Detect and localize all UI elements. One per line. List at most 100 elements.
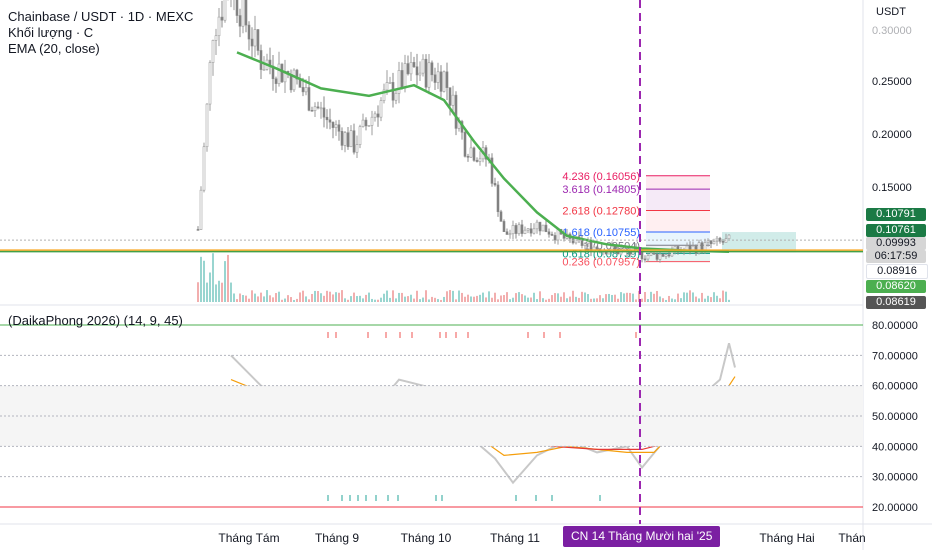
volume-bar <box>473 296 475 302</box>
volume-bar <box>332 294 334 302</box>
candle-body <box>517 224 521 234</box>
candle-body <box>454 94 458 129</box>
candle-body <box>247 24 251 40</box>
candle-body <box>223 0 227 21</box>
volume-bar <box>269 295 271 302</box>
candle-body <box>697 242 701 254</box>
volume-bar <box>245 295 247 302</box>
volume-bar <box>221 282 223 302</box>
volume-bar <box>680 298 682 302</box>
candle-body <box>490 157 494 184</box>
volume-bar <box>503 295 505 302</box>
ema-legend[interactable]: EMA (20, close) <box>8 41 100 56</box>
volume-bar <box>725 291 727 302</box>
volume-bar <box>227 254 229 302</box>
candle-body <box>307 87 311 111</box>
volume-bar <box>701 292 703 302</box>
candle-body <box>664 254 668 257</box>
volume-bar <box>581 291 583 302</box>
candle-body <box>238 15 242 27</box>
volume-bar <box>590 298 592 302</box>
candle-body <box>349 130 353 148</box>
candle-body <box>316 106 320 109</box>
volume-bar <box>326 290 328 302</box>
volume-bar <box>686 292 688 302</box>
volume-bar <box>599 295 601 302</box>
volume-bar <box>584 292 586 302</box>
volume-bar <box>311 293 313 302</box>
volume-bar <box>407 296 409 302</box>
candle-body <box>304 87 308 93</box>
price-pane-background <box>0 0 863 304</box>
candle-body <box>415 66 419 76</box>
volume-bar <box>659 296 661 302</box>
candle-body <box>505 231 509 235</box>
candle-body <box>520 224 524 234</box>
currency-label[interactable]: USDT <box>876 6 906 18</box>
volume-bar <box>209 272 211 302</box>
volume-bar <box>476 295 478 302</box>
volume-bar <box>197 282 199 302</box>
candle-body <box>205 103 209 148</box>
volume-bar <box>602 298 604 302</box>
volume-bar <box>425 290 427 302</box>
volume-legend[interactable]: Khối lượng · C <box>8 25 94 40</box>
volume-bar <box>569 296 571 302</box>
candle-body <box>331 121 335 128</box>
candle-body <box>652 252 656 255</box>
volume-bar <box>386 290 388 302</box>
candle-body <box>253 29 257 47</box>
candle-body <box>355 144 359 153</box>
volume-bar <box>263 296 265 302</box>
candle-body <box>706 240 710 243</box>
osc-tick-1: 70.00000 <box>872 350 918 362</box>
fib-zone-5 <box>646 253 710 262</box>
volume-bar <box>578 297 580 302</box>
candle-body <box>649 252 653 256</box>
volume-bar <box>629 292 631 302</box>
price-tick-top: 0.30000 <box>872 25 912 37</box>
volume-bar <box>722 290 724 302</box>
osc-tick-0: 80.00000 <box>872 320 918 332</box>
volume-bar <box>662 298 664 302</box>
candle-body <box>658 253 662 260</box>
volume-bar <box>506 292 508 302</box>
osc-tick-5: 30.00000 <box>872 472 918 484</box>
volume-bar <box>533 292 535 302</box>
candle-body <box>250 38 254 47</box>
candle-body <box>370 116 374 126</box>
ema-20-line <box>236 51 730 253</box>
volume-bar <box>644 291 646 302</box>
volume-bar <box>317 291 319 302</box>
candle-body <box>388 82 392 84</box>
volume-bar <box>491 297 493 302</box>
candle-body <box>685 245 689 251</box>
volume-bar <box>371 298 373 302</box>
horizontal-lines[interactable] <box>0 239 863 253</box>
volume-bar <box>515 293 517 302</box>
volume-bar <box>308 299 310 302</box>
volume-bar <box>728 299 730 302</box>
volume-bar <box>272 297 274 302</box>
candle-body <box>259 50 263 70</box>
symbol-title[interactable]: Chainbase / USDT · 1D · MEXC <box>8 9 194 24</box>
volume-bar <box>653 293 655 302</box>
volume-bar <box>587 294 589 302</box>
volume-bar <box>632 293 634 302</box>
candle-body <box>310 110 314 112</box>
volume-bar <box>260 292 262 302</box>
volume-bar <box>275 293 277 302</box>
candle-body <box>727 234 731 240</box>
volume-bar <box>647 299 649 302</box>
volume-bar <box>563 292 565 302</box>
candle-body <box>361 119 365 128</box>
candle-body <box>667 254 671 257</box>
price-scale-ticks: 0.25000 0.20000 0.15000 0.30000 80.00000 70.0… <box>0 25 918 514</box>
volume-bar <box>545 299 547 302</box>
volume-bar <box>329 291 331 302</box>
candle-body <box>211 40 215 63</box>
oscillator-legend[interactable]: (DaikaPhong 2026) (14, 9, 45) <box>8 313 183 328</box>
price-tick-0: 0.25000 <box>872 76 912 88</box>
